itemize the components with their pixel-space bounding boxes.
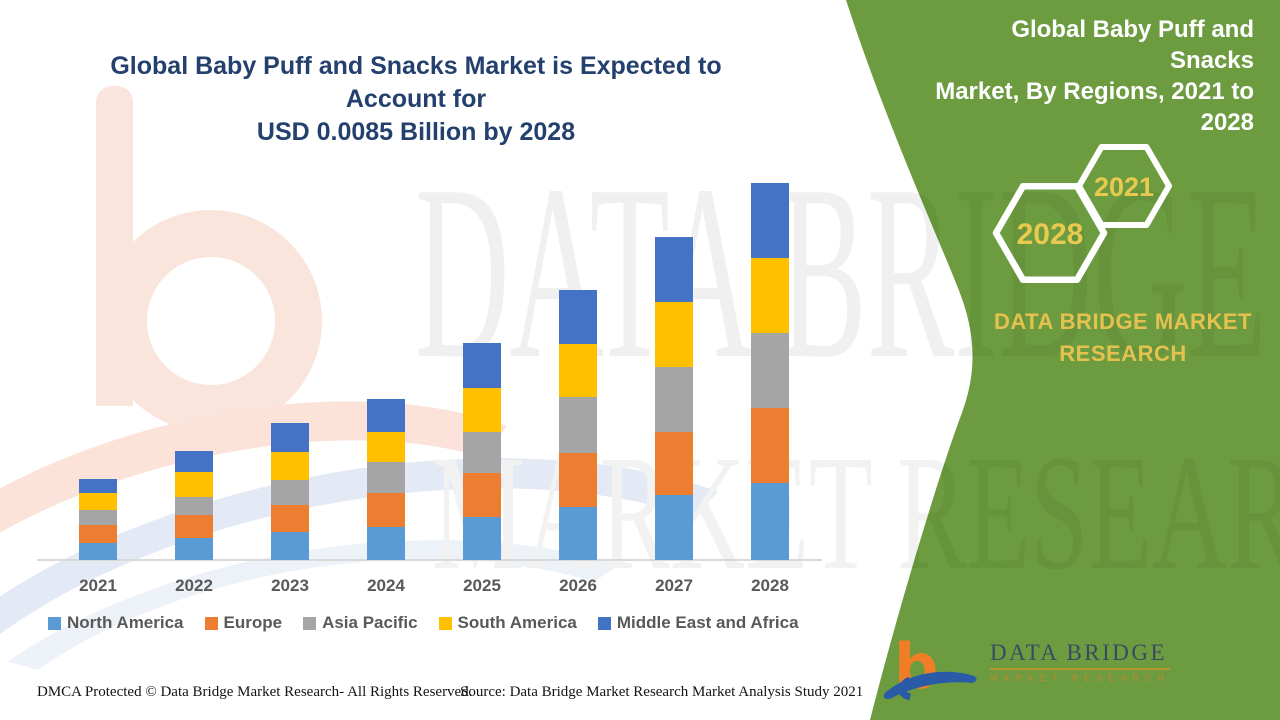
hexagon-2021-label: 2021 xyxy=(1094,172,1154,202)
databridge-logo: b DATA BRIDGE MARKET RESEARCH xyxy=(880,630,1170,708)
x-axis-baseline xyxy=(37,559,822,561)
legend-swatch-europe-icon xyxy=(204,617,218,630)
legend-item-north-america: North America xyxy=(48,613,184,633)
logo-wordmark: DATA BRIDGE xyxy=(990,640,1170,670)
bar-segment-europe-2026 xyxy=(559,453,597,507)
legend-label-europe: Europe xyxy=(223,613,283,632)
legend-swatch-middle-east-and-africa-icon xyxy=(597,617,611,630)
chart-legend: North America Europe Asia Pacific South Ame… xyxy=(48,613,799,633)
bar-segment-asia-pacific-2026 xyxy=(559,397,597,453)
side-panel-title-line1: Global Baby Puff and Snacks xyxy=(1011,16,1254,74)
bar-segment-north-america-2028 xyxy=(751,483,789,560)
x-axis-label-2026: 2026 xyxy=(559,576,597,595)
bar-segment-middle-east-and-africa-2021 xyxy=(79,479,117,493)
bar-segment-south-america-2027 xyxy=(655,302,693,367)
bar-segment-europe-2022 xyxy=(175,515,213,538)
x-axis-label-2023: 2023 xyxy=(271,576,309,595)
bar-segment-south-america-2025 xyxy=(463,388,501,432)
bar-segment-middle-east-and-africa-2022 xyxy=(175,451,213,472)
x-axis-label-2025: 2025 xyxy=(463,576,501,595)
chart-area: 2021 2022 2023 2024 2025 2026 2027 2028 xyxy=(37,183,822,595)
legend-label-north-america: North America xyxy=(67,613,184,632)
hexagon-2028-label: 2028 xyxy=(1017,218,1084,251)
legend-item-asia-pacific: Asia Pacific xyxy=(303,613,418,633)
legend-label-south-america: South America xyxy=(457,613,577,632)
legend-item-middle-east-and-africa: Middle East and Africa xyxy=(597,613,799,633)
bar-segment-europe-2028 xyxy=(751,408,789,483)
bar-segment-south-america-2022 xyxy=(175,472,213,497)
x-axis-label-2027: 2027 xyxy=(655,576,693,595)
legend-item-europe: Europe xyxy=(204,613,283,633)
bar-segment-middle-east-and-africa-2028 xyxy=(751,183,789,258)
bar-segment-middle-east-and-africa-2025 xyxy=(463,343,501,388)
bar-segment-europe-2023 xyxy=(271,505,309,532)
bar-segment-europe-2024 xyxy=(367,493,405,527)
bar-segment-south-america-2024 xyxy=(367,432,405,462)
legend-label-asia-pacific: Asia Pacific xyxy=(322,613,418,632)
x-axis-label-2024: 2024 xyxy=(367,576,405,595)
bar-segment-south-america-2021 xyxy=(79,493,117,510)
bar-segment-asia-pacific-2022 xyxy=(175,497,213,515)
footer-copyright: DMCA Protected © Data Bridge Market Rese… xyxy=(37,684,473,700)
side-panel-title-line3: 2028 xyxy=(1200,109,1254,136)
bar-segment-asia-pacific-2024 xyxy=(367,462,405,493)
bar-segment-middle-east-and-africa-2024 xyxy=(367,399,405,432)
bar-segment-europe-2025 xyxy=(463,473,501,517)
legend-swatch-asia-pacific-icon xyxy=(303,617,317,630)
logo-subtext: MARKET RESEARCH xyxy=(990,673,1170,683)
x-axis-label-2021: 2021 xyxy=(79,576,117,595)
bar-segment-middle-east-and-africa-2023 xyxy=(271,423,309,452)
bar-segment-north-america-2023 xyxy=(271,532,309,560)
bar-segment-north-america-2025 xyxy=(463,517,501,560)
bar-segment-south-america-2023 xyxy=(271,452,309,480)
year-hexagons: 2021 2028 xyxy=(992,144,1172,284)
x-axis-label-2022: 2022 xyxy=(175,576,213,595)
brand-name-line2: RESEARCH xyxy=(1059,341,1187,366)
bar-segment-asia-pacific-2027 xyxy=(655,367,693,432)
chart-title-line1: Global Baby Puff and Snacks Market is Ex… xyxy=(110,52,722,113)
side-panel-title: Global Baby Puff and Snacks Market, By R… xyxy=(924,14,1254,138)
bar-segment-middle-east-and-africa-2027 xyxy=(655,237,693,302)
bar-segment-europe-2021 xyxy=(79,525,117,543)
footer-source: Source: Data Bridge Market Research Mark… xyxy=(460,684,864,700)
bar-segment-north-america-2024 xyxy=(367,527,405,560)
bar-segment-north-america-2027 xyxy=(655,495,693,560)
bar-segment-asia-pacific-2021 xyxy=(79,510,117,525)
chart-title: Global Baby Puff and Snacks Market is Ex… xyxy=(58,50,774,149)
bar-segment-north-america-2022 xyxy=(175,538,213,560)
bar-segment-europe-2027 xyxy=(655,432,693,495)
legend-label-middle-east-and-africa: Middle East and Africa xyxy=(616,613,799,632)
databridge-logo-icon: b xyxy=(883,630,977,703)
brand-name: DATA BRIDGE MARKET RESEARCH xyxy=(972,306,1274,370)
legend-swatch-north-america-icon xyxy=(48,617,61,630)
legend-item-south-america: South America xyxy=(438,613,577,633)
bar-segment-north-america-2026 xyxy=(559,507,597,560)
legend-swatch-south-america-icon xyxy=(438,617,452,630)
bar-segment-south-america-2026 xyxy=(559,344,597,397)
chart-title-line2: USD 0.0085 Billion by 2028 xyxy=(256,118,576,146)
bar-segment-asia-pacific-2028 xyxy=(751,333,789,408)
bar-segment-south-america-2028 xyxy=(751,258,789,333)
bar-segment-north-america-2021 xyxy=(79,543,117,560)
brand-name-line1: DATA BRIDGE MARKET xyxy=(994,309,1252,334)
bar-segment-middle-east-and-africa-2026 xyxy=(559,290,597,344)
bar-segment-asia-pacific-2025 xyxy=(463,432,501,473)
side-panel-title-line2: Market, By Regions, 2021 to xyxy=(935,78,1254,105)
x-axis-label-2028: 2028 xyxy=(751,576,789,595)
bar-segment-asia-pacific-2023 xyxy=(271,480,309,505)
